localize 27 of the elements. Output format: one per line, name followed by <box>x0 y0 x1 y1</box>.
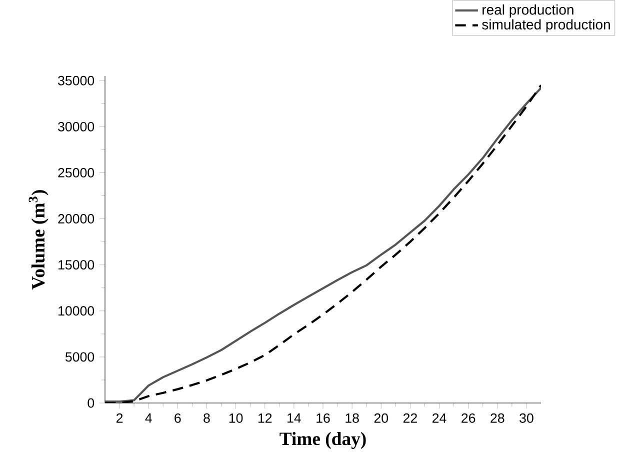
x-tick-label: 22 <box>403 413 417 423</box>
x-tick-label: 24 <box>432 413 446 423</box>
x-tick-label: 30 <box>520 413 534 423</box>
x-tick-label: 6 <box>174 413 181 423</box>
x-tick-label: 28 <box>490 413 504 423</box>
x-tick-label: 8 <box>204 413 210 423</box>
x-tick-label: 4 <box>145 413 152 423</box>
x-tick-label: 16 <box>316 413 330 423</box>
y-tick-label: 25000 <box>58 168 94 178</box>
legend-label: real production <box>482 4 574 18</box>
x-tick-label: 20 <box>374 413 388 423</box>
x-tick-label: 12 <box>258 413 272 423</box>
x-tick-label: 18 <box>346 413 359 423</box>
y-tick-label: 15000 <box>58 260 94 270</box>
y-tick-label: 30000 <box>58 122 94 132</box>
y-tick-label: 20000 <box>58 214 94 224</box>
y-tick-label: 0 <box>88 398 94 408</box>
y-tick-label: 5000 <box>65 352 94 362</box>
x-tick-label: 2 <box>116 413 123 423</box>
x-tick-label: 26 <box>462 413 476 423</box>
y-tick-label: 10000 <box>58 306 94 316</box>
legend-label: simulated production <box>482 19 610 32</box>
x-tick-label: 10 <box>229 413 243 423</box>
y-tick-label: 35000 <box>58 76 94 86</box>
x-axis-title: Time (day) <box>280 432 366 449</box>
x-tick-label: 14 <box>288 413 301 423</box>
y-axis-title: Volume (m$^{3}$) <box>28 190 48 290</box>
